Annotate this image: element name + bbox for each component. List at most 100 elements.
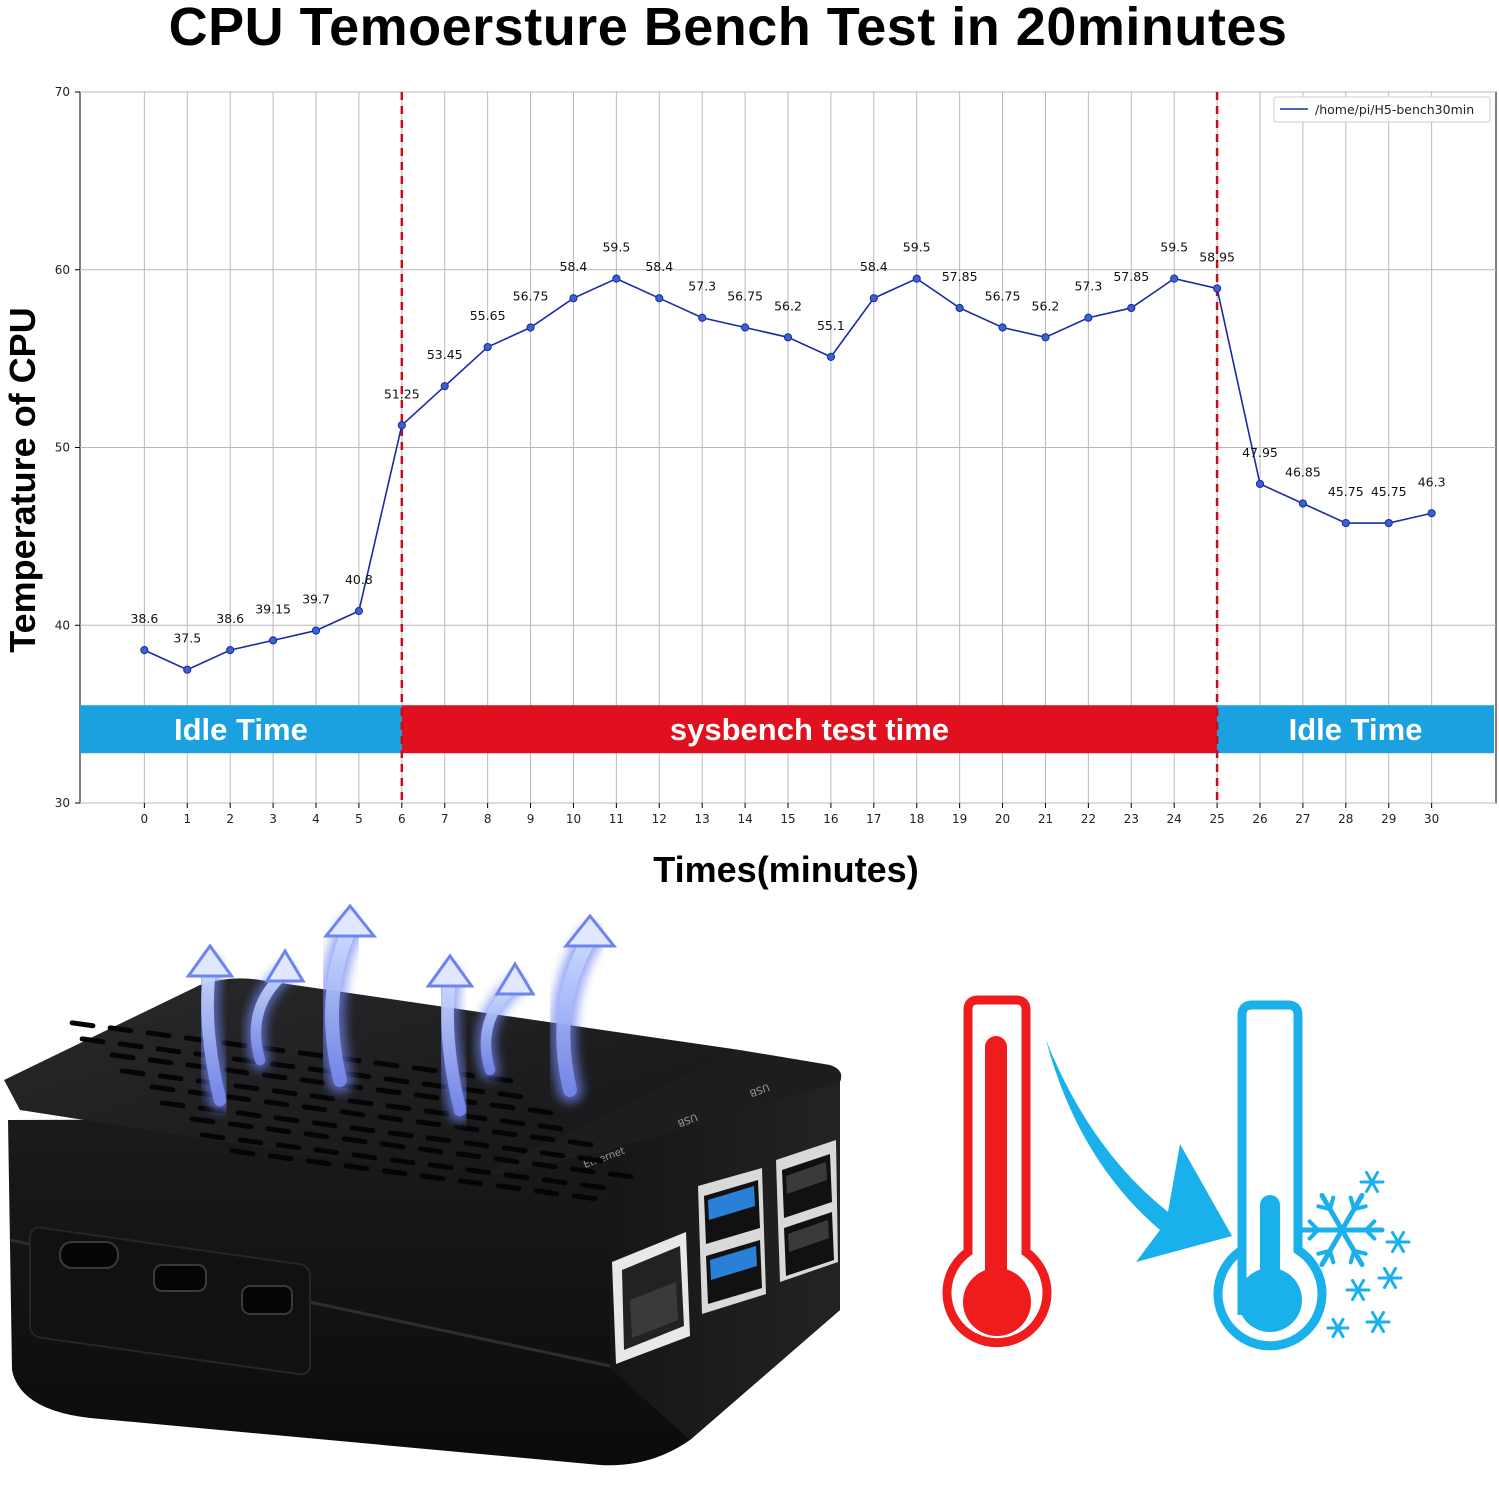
phase-label-0: Idle Time [174,712,308,747]
vent-slot-91 [465,1167,492,1176]
data-point-6 [397,421,406,430]
vent-slot-90 [427,1162,454,1171]
data-label-25: 58.95 [1199,249,1235,264]
data-point-9 [526,323,535,332]
data-point-30 [1427,509,1436,518]
vent-slot-0 [69,1020,96,1029]
vent-slot-32 [413,1092,440,1101]
cold-thermometer-icon [1213,1000,1327,1351]
data-point-12 [655,294,664,303]
snowflake-arm-2-4 [1391,1230,1400,1244]
vent-slot-95 [229,1148,256,1157]
vent-slot-56 [453,1124,480,1133]
heat-arrow-shaft-3 [441,971,467,1117]
vent-slot-89 [389,1157,416,1166]
vent-slot-39 [233,1083,260,1092]
vent-slot-73 [227,1121,254,1130]
data-label-0: 38.6 [130,611,158,626]
snowflake-arm-1-1 [1370,1180,1379,1194]
x-tick-label-17: 17 [866,812,881,826]
data-label-26: 47.95 [1242,445,1278,460]
vent-slot-64 [311,1120,338,1129]
snowflake-4 [1345,1278,1371,1302]
vent-slot-48 [149,1084,176,1093]
vent-slot-36 [119,1068,146,1077]
vent-slot-99 [381,1168,408,1177]
vent-slot-14 [155,1046,182,1055]
usb2-ports [776,1140,838,1282]
data-label-14: 56.75 [727,289,763,304]
vent-slot-80 [493,1156,520,1165]
data-label-5: 40.8 [345,572,373,587]
vent-slot-102 [495,1183,522,1192]
vent-slot-101 [457,1178,484,1187]
snowflake-barb-b-0-5 [1348,1195,1356,1212]
data-point-28 [1341,518,1350,528]
vent-slot-81 [531,1161,558,1170]
vent-slot-46 [499,1118,526,1127]
data-point-10 [569,294,578,303]
snowflake-arm-2-5 [1396,1230,1405,1244]
vent-slot-77 [379,1141,406,1150]
heat-arrow-head-1 [264,948,306,983]
vent-slot-6 [297,1050,324,1059]
vent-slot-24 [109,1052,136,1061]
vent-slot-87 [313,1147,340,1156]
vent-slot-96 [267,1153,294,1162]
vent-slot-57 [491,1129,518,1138]
data-point-11 [612,274,621,283]
vent-slot-86 [275,1142,302,1151]
vent-slot-29 [299,1077,326,1086]
x-axis-ticks: 0 1 2 3 4 5 6 7 8 9 10 11 12 13 14 15 16 17 18 19 20 21 22 23 24… [141,803,1439,826]
x-tick-label-29: 29 [1381,812,1396,826]
heat-arrow-head-2 [322,903,378,938]
x-tick-label-27: 27 [1295,812,1310,826]
vent-slot-35 [527,1107,554,1116]
data-point-3 [268,636,278,645]
data-label-21: 56.2 [1032,298,1060,313]
snowflake-arm-0-1 [1339,1227,1365,1268]
vent-slot-74 [265,1126,292,1135]
snowflake-3 [1377,1266,1403,1290]
vent-slot-70 [539,1150,566,1159]
data-label-15: 56.2 [774,298,802,313]
data-point-5 [354,606,364,616]
vent-slot-13 [117,1041,144,1050]
usb3-ports [698,1168,766,1314]
vent-slot-84 [199,1132,226,1141]
x-tick-label-10: 10 [566,812,581,826]
data-point-1 [183,665,192,674]
x-tick-label-12: 12 [652,812,667,826]
snowflake-arm-3-4 [1383,1266,1392,1280]
vent-slot-37 [157,1073,184,1082]
data-point-23 [1127,303,1136,313]
data-label-28: 45.75 [1328,484,1364,499]
data-label-6: 51.25 [384,386,420,401]
vent-slot-31 [375,1087,402,1096]
snowflake-barb-b-0-1 [1352,1248,1368,1256]
vent-slot-43 [385,1103,412,1112]
snowflake-arm-0-2 [1319,1227,1345,1268]
data-point-4 [311,626,321,635]
x-tick-label-30: 30 [1424,812,1439,826]
vent-slot-75 [303,1131,330,1140]
vent-slot-92 [503,1172,530,1181]
x-tick-label-18: 18 [909,812,924,826]
x-tick-label-21: 21 [1038,812,1053,826]
data-label-9: 56.75 [513,289,549,304]
data-label-11: 59.5 [602,240,630,255]
data-label-16: 55.1 [817,318,845,333]
vent-slot-59 [567,1139,594,1148]
snowflake-arm-4-2 [1351,1288,1360,1302]
phase-band-2 [1217,705,1494,754]
phase-band-0 [80,705,402,754]
page-title: CPU Temoersture Bench Test in 20minutes [168,0,1288,57]
snowflake-arm-5-5 [1376,1310,1385,1324]
vent-slot-50 [225,1094,252,1103]
y-tick-label-4: 70 [55,85,70,99]
y-tick-label-0: 30 [55,796,70,810]
snowflake-barb-b-0-0 [1364,1219,1377,1232]
series-temperature: 38.6 37.5 38.6 39.15 39.7 40.8 51.25 53.45 55.65… [130,240,1446,674]
vent-slot-79 [455,1151,482,1160]
